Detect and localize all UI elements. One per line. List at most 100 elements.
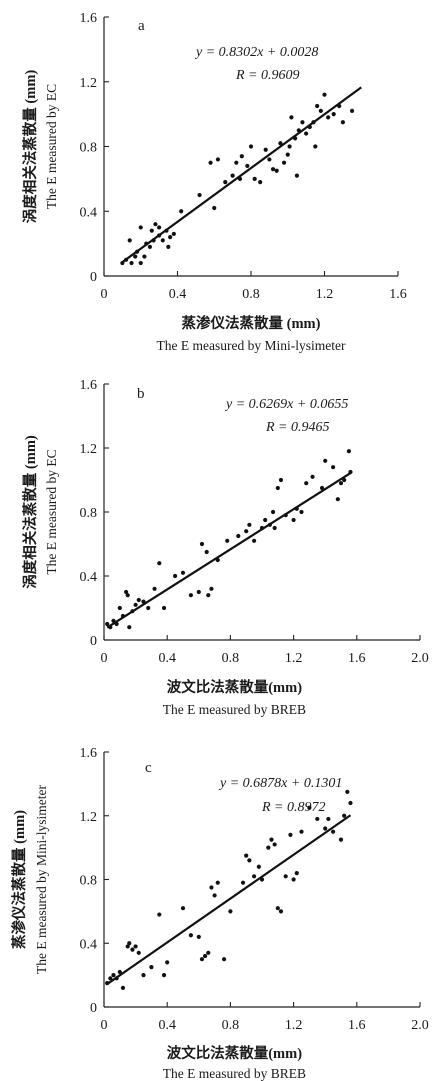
- data-point: [199, 541, 205, 547]
- data-point: [278, 909, 284, 914]
- x-axis-label-cn: 蒸渗仪法蒸散量 (mm): [182, 314, 321, 332]
- y-axis-label-en: The E measured by EC: [44, 84, 59, 209]
- data-point: [136, 597, 141, 603]
- data-point: [117, 605, 122, 611]
- data-point: [215, 880, 220, 885]
- data-point: [138, 260, 143, 266]
- data-point: [288, 832, 293, 837]
- data-point: [252, 538, 257, 543]
- data-point: [278, 141, 283, 146]
- y-tick-label: 0: [90, 270, 97, 285]
- panel-label: c: [145, 760, 152, 776]
- data-point: [342, 813, 347, 818]
- data-point: [281, 160, 287, 165]
- data-point: [171, 231, 176, 237]
- data-point: [294, 173, 300, 178]
- y-tick-label: 1.6: [80, 746, 98, 761]
- data-point: [248, 144, 254, 149]
- data-point: [149, 965, 154, 970]
- data-point: [244, 853, 249, 858]
- y-axis-label-cn: 涡度相关法蒸散量 (mm): [21, 70, 39, 224]
- x-tick-label: 2.0: [411, 1018, 429, 1033]
- data-point: [291, 517, 296, 523]
- data-point: [283, 874, 288, 879]
- data-point: [204, 549, 209, 555]
- data-point: [236, 533, 241, 539]
- data-point: [206, 593, 211, 598]
- data-point: [180, 906, 186, 911]
- data-point: [346, 449, 351, 454]
- data-point: [263, 147, 268, 152]
- data-point: [348, 800, 353, 806]
- x-tick-label: 0.8: [242, 287, 260, 302]
- data-point: [105, 621, 110, 627]
- data-point: [275, 485, 280, 491]
- data-point: [153, 222, 158, 227]
- data-point: [318, 108, 323, 113]
- data-point: [161, 605, 167, 611]
- data-point: [335, 497, 340, 502]
- data-point: [274, 168, 279, 173]
- data-point: [247, 858, 252, 863]
- x-tick-label: 0.4: [158, 1018, 176, 1033]
- x-tick-label: 0.8: [222, 651, 240, 666]
- data-point: [120, 985, 126, 990]
- data-point: [307, 805, 312, 810]
- data-point: [331, 829, 336, 834]
- data-point: [304, 131, 309, 136]
- y-tick-label: 1.6: [80, 378, 98, 393]
- data-point: [315, 816, 320, 822]
- data-point: [326, 816, 331, 822]
- data-point: [212, 205, 217, 211]
- data-point: [244, 529, 249, 534]
- data-point: [278, 477, 284, 483]
- data-point: [252, 176, 257, 181]
- data-point: [129, 260, 134, 266]
- data-point: [138, 225, 143, 230]
- x-tick-label: 0: [101, 287, 108, 302]
- x-axis-label-cn: 波文比法蒸散量(mm): [167, 678, 302, 696]
- data-point: [349, 108, 355, 113]
- x-tick-label: 0.4: [169, 287, 187, 302]
- data-point: [208, 160, 213, 165]
- data-point: [146, 605, 151, 611]
- data-point: [287, 144, 292, 149]
- data-point: [152, 586, 157, 591]
- data-point: [326, 115, 331, 120]
- data-point: [157, 912, 162, 917]
- x-tick-label: 1.2: [285, 651, 303, 666]
- data-point: [166, 244, 171, 249]
- x-tick-label: 0: [101, 651, 108, 666]
- y-tick-label: 0: [90, 1001, 97, 1016]
- data-point: [245, 163, 250, 169]
- regression-line: [106, 472, 352, 629]
- data-point: [322, 92, 327, 97]
- data-point: [199, 957, 205, 962]
- scatter-panel-a: 0 0.4 0.8 1.2 1.6 0 0.4 0.8 1.2 1.6 a y = 0.8302x +…: [21, 11, 407, 353]
- data-point: [258, 180, 263, 185]
- data-point: [173, 573, 178, 579]
- data-point: [267, 157, 272, 162]
- x-tick-label: 0.8: [222, 1018, 240, 1033]
- x-tick-label: 1.2: [285, 1018, 303, 1033]
- data-point: [323, 458, 328, 463]
- y-tick-label: 1.2: [80, 810, 98, 825]
- y-axis-label-cn: 涡度相关法蒸散量 (mm): [21, 435, 39, 589]
- scatter-panel-b: 0 0.4 0.8 1.2 1.6 2.0 0 0.4 0.8 1.2 1.6 b y = 0.6269…: [21, 378, 429, 717]
- y-axis-label-en: The E measured by Mini-lysimeter: [34, 785, 49, 974]
- x-tick-label: 1.6: [348, 651, 366, 666]
- data-point: [209, 586, 214, 591]
- y-tick-label: 0.8: [80, 141, 98, 156]
- data-point: [133, 944, 138, 949]
- data-point: [196, 589, 201, 595]
- correlation-coefficient: R = 0.9609: [235, 68, 300, 83]
- data-point: [230, 173, 235, 178]
- y-tick-label: 1.6: [80, 11, 98, 26]
- data-point: [160, 238, 165, 243]
- data-point: [331, 465, 336, 470]
- x-tick-label: 0: [101, 1018, 108, 1033]
- y-tick-label: 1.2: [80, 76, 98, 91]
- regression-line: [121, 86, 362, 263]
- data-point: [127, 625, 132, 630]
